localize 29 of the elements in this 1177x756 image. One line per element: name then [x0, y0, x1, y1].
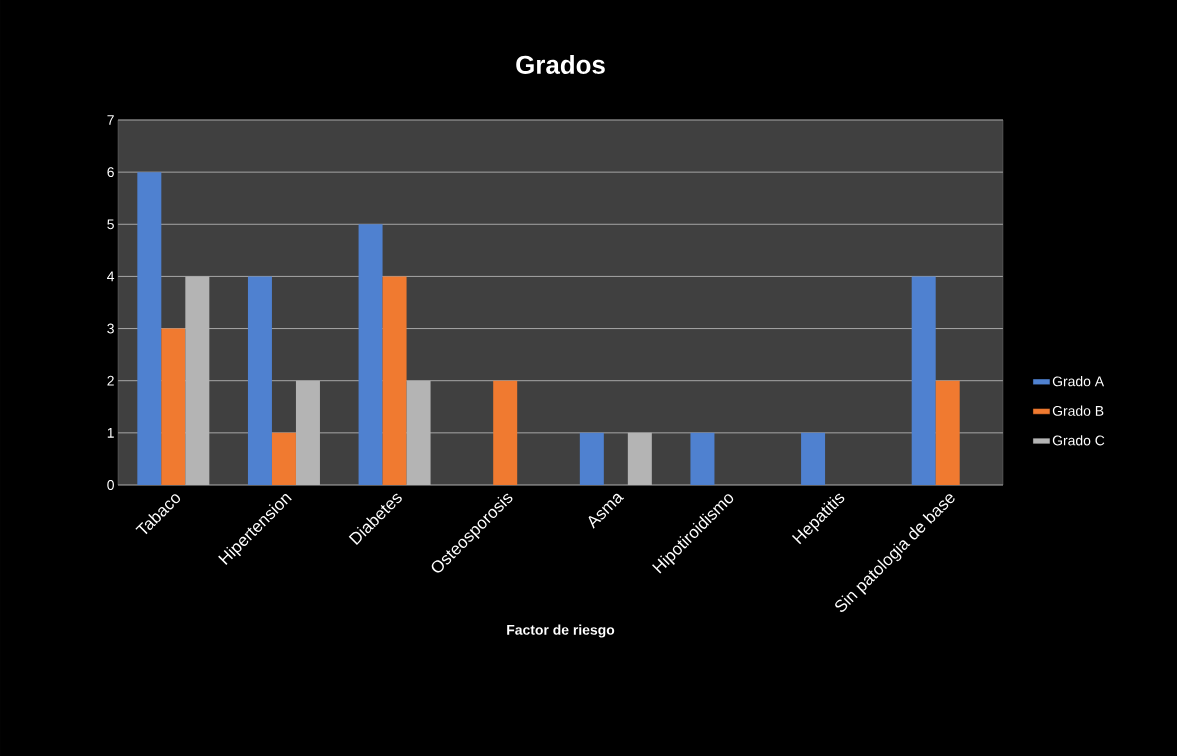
bar: [295, 380, 320, 485]
bar: [185, 276, 210, 485]
bar: [358, 224, 383, 485]
bar: [137, 172, 162, 485]
bar: [271, 432, 296, 485]
bar: [406, 380, 431, 485]
bar: [493, 380, 518, 485]
bar: [627, 432, 652, 485]
bar: [911, 276, 936, 485]
y-tick-label: 2: [107, 375, 114, 386]
bar: [382, 276, 407, 485]
y-tick-label: 1: [107, 428, 114, 438]
bar: [801, 432, 826, 485]
y-tick-label: 7: [107, 115, 114, 125]
bar: [579, 432, 604, 485]
bar: [247, 276, 272, 485]
bar: [161, 328, 186, 485]
y-tick-label: 6: [107, 167, 114, 178]
legend-label: Grado C: [1052, 435, 1105, 446]
bar: [690, 432, 715, 485]
x-axis-title: Factor de riesgo: [507, 624, 615, 638]
legend-label: Grado A: [1052, 376, 1105, 387]
bar: [935, 380, 960, 485]
y-tick-label: 3: [107, 323, 114, 334]
y-tick-label: 5: [107, 219, 114, 230]
chart-title: Grados: [516, 54, 605, 74]
y-tick-label: 4: [107, 271, 115, 282]
y-tick-label: 0: [107, 480, 114, 490]
legend-label: Grado B: [1052, 405, 1104, 416]
